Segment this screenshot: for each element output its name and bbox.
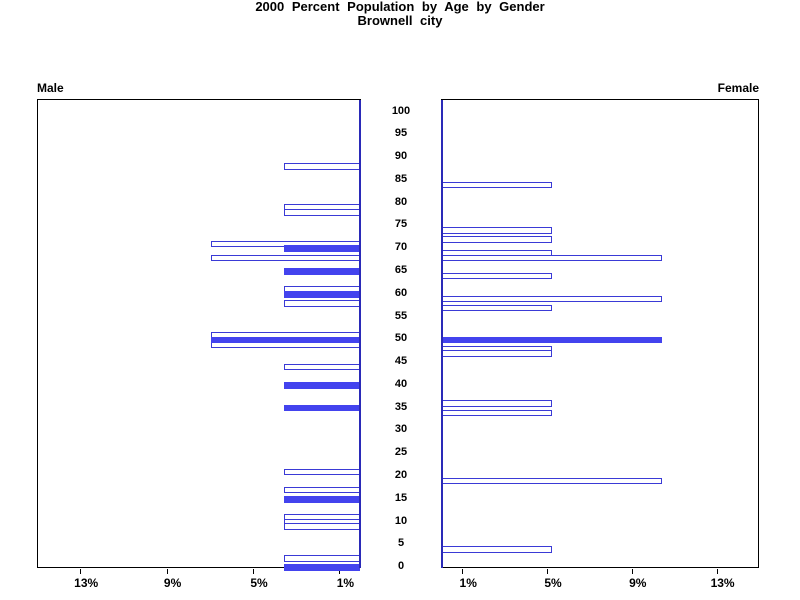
bar-male-age-68 bbox=[210, 254, 360, 262]
tick-label-female-5: 5% bbox=[544, 576, 562, 590]
age-label-75: 75 bbox=[394, 218, 408, 231]
male-panel bbox=[37, 99, 361, 571]
tick-label-male-9: 9% bbox=[163, 576, 182, 590]
age-label-70: 70 bbox=[394, 241, 408, 254]
bar-female-age-34 bbox=[442, 409, 553, 416]
bar-male-age-50 bbox=[210, 336, 360, 344]
age-label-85: 85 bbox=[394, 172, 408, 185]
chart-title-line2: Brownell city bbox=[357, 13, 443, 28]
bar-female-age-36 bbox=[442, 400, 553, 407]
bar-male-age-60 bbox=[284, 291, 360, 298]
age-label-60: 60 bbox=[394, 286, 408, 299]
age-label-20: 20 bbox=[394, 469, 408, 482]
age-label-90: 90 bbox=[394, 150, 408, 163]
tick-label-male-5: 5% bbox=[250, 576, 268, 590]
age-label-100: 100 bbox=[391, 104, 411, 117]
bar-male-age-70 bbox=[284, 245, 360, 252]
tick-female-9 bbox=[631, 569, 633, 574]
female-zero-axis-line bbox=[441, 100, 443, 568]
age-label-10: 10 bbox=[394, 514, 408, 527]
tick-label-male-1: 1% bbox=[336, 576, 355, 590]
bar-female-age-72 bbox=[442, 236, 553, 243]
age-label-35: 35 bbox=[394, 400, 408, 413]
bar-male-age-2 bbox=[284, 555, 360, 562]
tick-label-female-9: 9% bbox=[629, 576, 647, 590]
bar-male-age-17 bbox=[284, 486, 360, 494]
bar-female-age-4 bbox=[442, 546, 553, 553]
tick-male-5 bbox=[253, 569, 254, 574]
bar-male-age-65 bbox=[284, 268, 360, 275]
bar-female-age-50 bbox=[442, 336, 663, 344]
female-axis-label: Female bbox=[717, 81, 759, 95]
chart-title: 2000 Percent Population by Age by Gender… bbox=[0, 0, 800, 28]
bar-female-age-68 bbox=[442, 254, 663, 262]
age-label-45: 45 bbox=[394, 355, 408, 368]
bar-female-age-19 bbox=[442, 477, 663, 485]
bar-female-age-74 bbox=[442, 227, 553, 234]
bar-male-age-35 bbox=[284, 404, 360, 412]
tick-male-9 bbox=[166, 569, 168, 574]
male-zero-axis-line bbox=[359, 100, 361, 568]
bar-male-age-44 bbox=[284, 363, 360, 371]
age-label-40: 40 bbox=[394, 377, 408, 390]
age-label-15: 15 bbox=[394, 491, 408, 504]
bar-male-age-21 bbox=[284, 468, 360, 476]
age-label-95: 95 bbox=[394, 127, 408, 140]
bar-male-age-9 bbox=[284, 523, 360, 530]
tick-female-13 bbox=[716, 569, 718, 574]
age-label-25: 25 bbox=[394, 446, 408, 459]
bar-male-age-78 bbox=[284, 209, 360, 216]
age-label-50: 50 bbox=[394, 332, 408, 345]
age-axis: 0 5 10 15 20 25 30 35 40 45 50 55 60 65 70 75 80 85 90 95 10… bbox=[361, 99, 441, 573]
bar-male-age-40 bbox=[284, 382, 360, 389]
tick-male-1 bbox=[339, 569, 341, 574]
age-label-0: 0 bbox=[397, 560, 405, 573]
age-label-65: 65 bbox=[394, 263, 408, 276]
bar-female-age-47 bbox=[442, 350, 553, 357]
tick-label-male-13: 13% bbox=[74, 576, 99, 590]
age-label-80: 80 bbox=[394, 195, 408, 208]
bar-male-age-88 bbox=[284, 163, 360, 170]
age-label-5: 5 bbox=[397, 537, 405, 550]
bar-female-age-59 bbox=[442, 295, 663, 303]
bar-female-age-57 bbox=[442, 304, 553, 312]
tick-label-female-1: 1% bbox=[459, 576, 477, 590]
bar-female-age-84 bbox=[442, 181, 553, 189]
bar-female-age-64 bbox=[442, 272, 553, 280]
chart-title-line1: 2000 Percent Population by Age by Gender bbox=[255, 0, 545, 14]
bar-male-age-15 bbox=[284, 496, 360, 503]
tick-female-1 bbox=[462, 569, 464, 574]
tick-label-female-13: 13% bbox=[710, 576, 735, 590]
age-label-55: 55 bbox=[394, 309, 408, 322]
percent-axis: 1% 1% 5% 5% 9% 9% 13% 13% bbox=[0, 568, 800, 598]
tick-female-5 bbox=[547, 569, 548, 574]
male-axis-label: Male bbox=[37, 81, 64, 95]
tick-male-13 bbox=[80, 569, 82, 574]
female-panel bbox=[441, 99, 759, 568]
age-label-30: 30 bbox=[394, 423, 408, 436]
bar-male-age-0 bbox=[284, 564, 360, 571]
bar-male-age-58 bbox=[284, 300, 360, 307]
